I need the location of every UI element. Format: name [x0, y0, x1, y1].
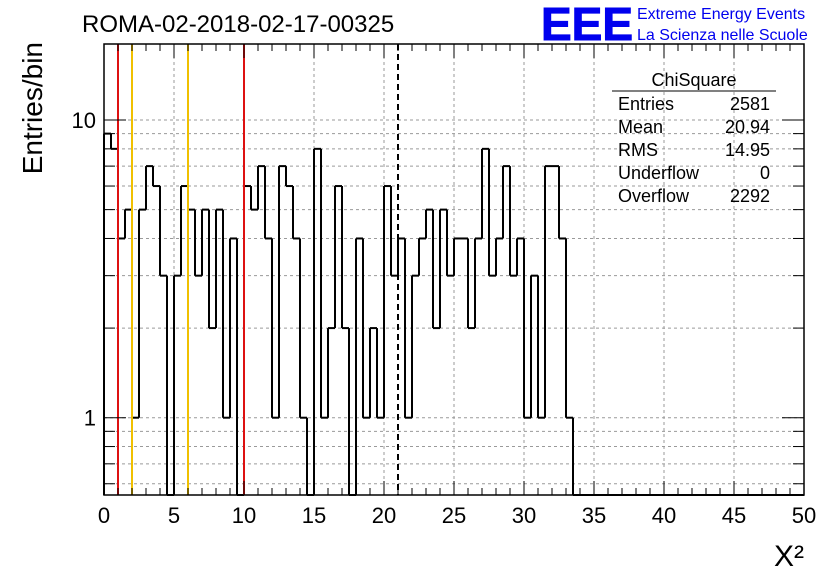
grid-lines — [103, 44, 805, 495]
x-tick-label: 0 — [98, 503, 110, 528]
y-tick-label: 10 — [72, 108, 96, 133]
stats-label: RMS — [618, 140, 658, 160]
x-tick-label: 40 — [652, 503, 676, 528]
histogram-bins — [103, 132, 804, 496]
x-tick-label: 15 — [302, 503, 326, 528]
y-axis-label: Entries/bin — [17, 42, 48, 174]
stats-value: 2581 — [730, 94, 770, 114]
logo-line-1: Extreme Energy Events — [637, 6, 805, 23]
stats-value: 0 — [760, 163, 770, 183]
stats-label: Mean — [618, 117, 663, 137]
x-axis-label: X² — [774, 540, 804, 572]
eee-logo: EEE Extreme Energy Events La Scienza nel… — [541, 0, 808, 51]
y-tick-label: 1 — [84, 406, 96, 431]
stats-label: Overflow — [618, 186, 690, 206]
logo-line-2: La Scienza nelle Scuole — [637, 27, 808, 44]
stats-value: 14.95 — [725, 140, 770, 160]
reference-lines — [117, 44, 399, 495]
x-tick-label: 5 — [168, 503, 180, 528]
stats-label: Underflow — [618, 163, 700, 183]
stats-value: 2292 — [730, 186, 770, 206]
x-tick-label: 50 — [792, 503, 816, 528]
x-tick-label: 30 — [512, 503, 536, 528]
stats-label: Entries — [618, 94, 674, 114]
eee-logo-mark: EEE — [541, 0, 633, 50]
chart-title: ROMA-02-2018-02-17-00325 — [82, 11, 394, 38]
x-tick-label: 10 — [232, 503, 256, 528]
stats-box: ChiSquare Entries 2581 Mean 20.94 RMS 14.95 Un… — [612, 70, 776, 206]
axes — [103, 43, 805, 496]
x-tick-label: 35 — [582, 503, 606, 528]
tick-labels: 0 5 10 15 20 25 30 35 40 45 50 1 10 — [72, 108, 817, 528]
stats-title: ChiSquare — [651, 70, 736, 90]
x-tick-label: 20 — [372, 503, 396, 528]
x-tick-label: 45 — [722, 503, 746, 528]
x-tick-label: 25 — [442, 503, 466, 528]
stats-value: 20.94 — [725, 117, 770, 137]
